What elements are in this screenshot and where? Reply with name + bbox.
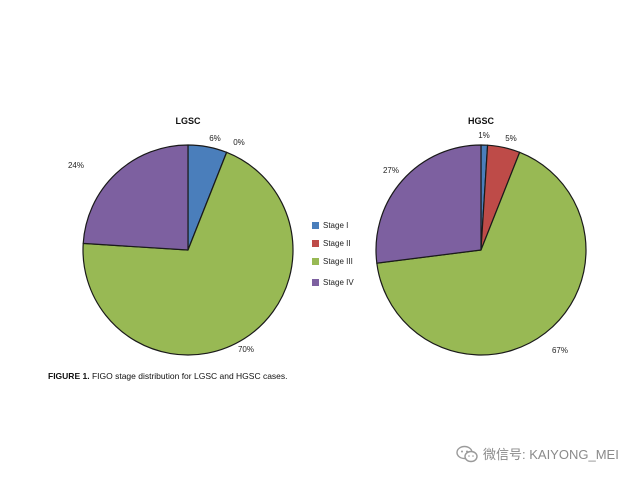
legend-swatch-stage-2 [312,240,319,247]
legend-swatch-stage-1 [312,222,319,229]
legend-swatch-stage-4 [312,279,319,286]
hgsc-label-stage-1: 1% [478,131,490,140]
lgsc-label-stage-2: 0% [233,138,245,147]
legend-label-stage-1: Stage I [323,221,348,230]
lgsc-slices [82,144,294,356]
hgsc-slice-stage-3 [376,151,587,356]
hgsc-slice-stage-4 [375,144,482,264]
watermark-text: 微信号: KAIYONG_MEI [483,447,619,462]
hgsc-title: HGSC [468,116,495,126]
hgsc-label-stage-2: 5% [505,134,517,143]
caption-label: FIGURE 1. [48,371,90,381]
legend-swatch-stage-3 [312,258,319,265]
caption-text: FIGO stage distribution for LGSC and HGS… [91,371,288,381]
lgsc-pie-chart: LGSC 6% 0% 70% 24% [68,116,294,356]
hgsc-slices [375,144,587,356]
watermark: 微信号: KAIYONG_MEI [456,444,619,463]
lgsc-label-stage-1: 6% [209,134,221,143]
lgsc-label-stage-4: 24% [68,161,84,170]
lgsc-slice-stage-4 [82,144,189,251]
lgsc-slice-stage-3 [82,151,294,356]
lgsc-label-stage-3: 70% [238,345,254,354]
hgsc-label-stage-4: 27% [383,166,399,175]
legend-label-stage-4: Stage IV [323,278,354,287]
lgsc-title: LGSC [175,116,201,126]
hgsc-pie-chart: HGSC 1% 5% 67% 27% [375,116,587,356]
figure-caption: FIGURE 1. FIGO stage distribution for LG… [48,371,288,381]
legend-label-stage-2: Stage II [323,239,351,248]
legend-label-stage-3: Stage III [323,257,353,266]
hgsc-label-stage-3: 67% [552,346,568,355]
wechat-icon [456,445,478,462]
legend: Stage I Stage II Stage III Stage IV [312,221,354,287]
